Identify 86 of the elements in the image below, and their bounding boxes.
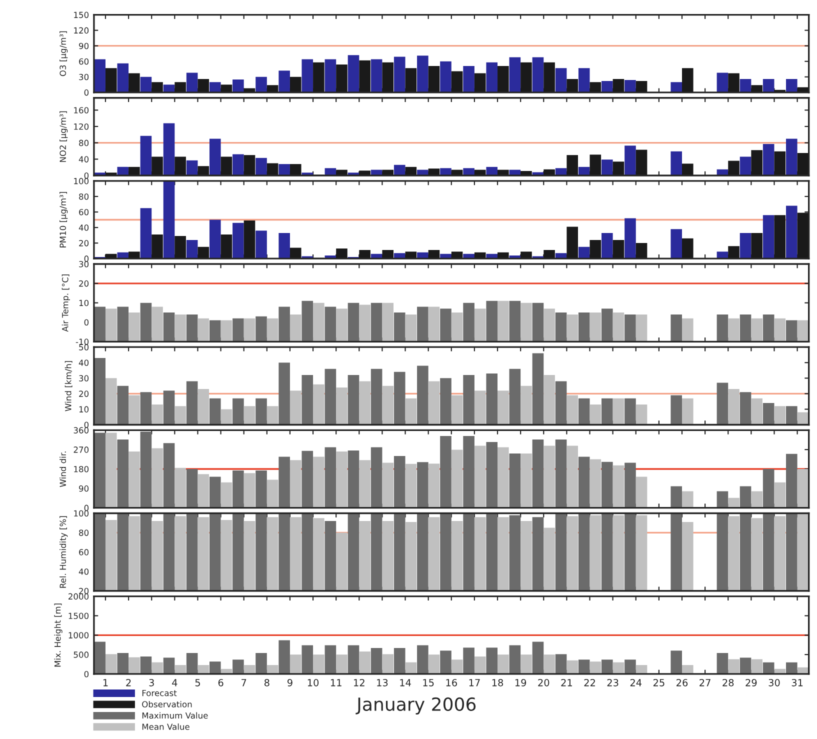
y-tick-label: -10 (76, 338, 89, 345)
x-tick-label: 20 (538, 679, 550, 686)
y-tick-label: 0 (84, 504, 89, 512)
y-tick-label: 180 (74, 466, 89, 472)
y-tick-label: 270 (74, 446, 89, 453)
x-tick-label: 31 (792, 679, 803, 686)
x-tick-label: 16 (446, 679, 457, 686)
y-axis-title: O3 [µg/m³] (60, 31, 68, 76)
y-axis-title: Mix. Height [m] (54, 604, 62, 667)
y-tick-label: 10 (79, 406, 89, 412)
y-tick-label: 2000 (68, 593, 89, 600)
y-axis-title: Air Temp. [°C] (62, 274, 70, 332)
x-tick-label: 29 (746, 679, 757, 686)
legend-label: Maximum Value (142, 712, 208, 719)
y-tick-label: 40 (78, 156, 89, 162)
x-tick-label: 21 (561, 679, 572, 686)
x-tick-label: 14 (400, 679, 411, 686)
y-tick-label: 20 (79, 280, 89, 287)
x-tick-label: 9 (287, 679, 292, 686)
y-tick-label: 40 (78, 360, 89, 366)
y-tick-label: 100 (74, 178, 89, 184)
y-tick-label: 90 (79, 485, 89, 492)
legend-label: Forecast (142, 690, 177, 696)
y-axis-title: NO2 [µg/m³] (60, 111, 68, 162)
y-tick-label: 80 (79, 140, 89, 146)
y-axis-title: Wind dir. (60, 452, 66, 487)
x-tick-label: 15 (423, 679, 434, 686)
y-tick-label: 120 (74, 27, 89, 34)
y-tick-label: 0 (84, 319, 89, 326)
y-tick-label: 150 (74, 12, 89, 18)
y-tick-label: 0 (84, 89, 89, 96)
x-tick-label: 5 (195, 679, 200, 686)
y-tick-label: 0 (84, 670, 89, 678)
y-tick-label: 500 (74, 652, 89, 658)
x-tick-label: 8 (264, 679, 270, 686)
x-tick-label: 23 (607, 679, 618, 686)
y-tick-label: 30 (79, 74, 89, 80)
x-tick-label: 30 (768, 679, 780, 686)
text: January 2006 (356, 697, 476, 714)
x-tick-label: 18 (492, 679, 504, 686)
y-tick-label: 80 (79, 530, 89, 536)
x-tick-label: 11 (330, 679, 342, 686)
y-tick-label: 30 (79, 375, 89, 382)
y-tick-label: 20 (79, 390, 89, 397)
y-tick-label: 90 (79, 42, 89, 50)
y-tick-label: 30 (79, 260, 89, 268)
x-tick-label: 3 (149, 679, 154, 686)
x-tick-label: 7 (242, 679, 246, 686)
y-tick-label: 0 (84, 256, 89, 262)
y-axis-title: Rel. Humidity [%] (60, 516, 68, 588)
y-axis-title: PM10 [µg/m³] (60, 192, 68, 248)
y-tick-label: 120 (74, 123, 89, 130)
x-tick-label: 19 (515, 679, 526, 686)
y-tick-label: 0 (84, 172, 89, 179)
y-tick-label: 100 (74, 510, 89, 517)
legend-label: Observation (142, 700, 192, 708)
x-tick-label: 1 (103, 679, 108, 686)
y-tick-label: 1000 (68, 632, 89, 638)
y-tick-label: 20 (79, 240, 89, 246)
x-tick-label: 25 (653, 679, 664, 686)
y-axis-title: Wind [km/h] (64, 361, 72, 412)
x-tick-label: 2 (126, 679, 131, 686)
x-tick-label: 6 (218, 679, 224, 686)
x-tick-label: 27 (700, 679, 710, 686)
legend-label: Mean Value (142, 723, 190, 730)
y-tick-label: 0 (84, 422, 89, 428)
x-tick-label: 28 (722, 679, 734, 686)
x-tick-label: 22 (584, 679, 595, 686)
y-tick-label: 10 (79, 300, 89, 306)
x-tick-label: 24 (630, 679, 642, 686)
y-tick-label: 40 (78, 224, 89, 231)
y-tick-label: 60 (79, 208, 89, 216)
y-tick-label: 360 (74, 427, 89, 434)
y-tick-label: 80 (79, 193, 89, 200)
x-tick-label: 13 (377, 679, 388, 686)
y-tick-label: 160 (74, 107, 89, 114)
x-tick-label: 17 (469, 679, 480, 686)
y-tick-label: 40 (78, 568, 89, 575)
y-tick-label: 50 (79, 344, 89, 350)
y-tick-label: 60 (79, 549, 89, 556)
x-tick-label: 4 (172, 679, 178, 686)
y-tick-label: 60 (79, 58, 89, 65)
y-tick-label: 1500 (68, 612, 89, 620)
x-tick-label: 10 (308, 679, 319, 686)
x-tick-label: 12 (354, 679, 364, 686)
x-tick-label: 26 (676, 679, 688, 686)
